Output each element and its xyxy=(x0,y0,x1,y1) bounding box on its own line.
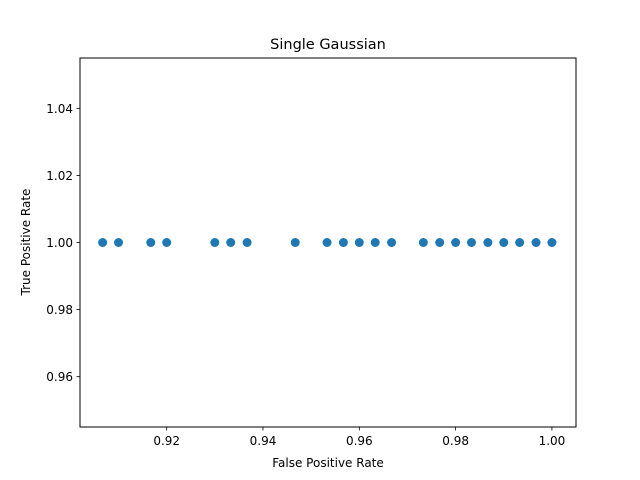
scatter-point xyxy=(467,238,476,247)
scatter-point xyxy=(290,238,300,247)
x-tick-label: 0.98 xyxy=(442,434,469,448)
x-tick-label: 0.94 xyxy=(250,434,277,448)
scatter-point xyxy=(547,238,557,247)
scatter-point xyxy=(338,238,348,247)
x-axis-title: False Positive Rate xyxy=(272,456,384,470)
scatter-point xyxy=(418,238,428,247)
chart-title: Single Gaussian xyxy=(270,37,386,53)
scatter-point xyxy=(322,238,332,247)
scatter-point xyxy=(435,238,445,247)
scatter-point xyxy=(210,238,220,247)
scatter-point xyxy=(162,238,172,247)
x-tick-label: 1.00 xyxy=(539,434,566,448)
scatter-point xyxy=(354,238,364,247)
scatter-point xyxy=(499,238,509,247)
scatter-point xyxy=(146,238,156,247)
scatter-point xyxy=(387,238,397,247)
scatter-point xyxy=(515,238,525,247)
scatter-point xyxy=(242,238,252,247)
x-tick-label: 0.92 xyxy=(153,434,180,448)
plot-area-frame xyxy=(79,57,577,428)
x-axis-ticks: 0.92 0.94 0.96 0.98 1.00 xyxy=(153,427,565,448)
y-tick-label: 1.04 xyxy=(46,102,73,116)
scatter-point xyxy=(531,238,541,247)
y-tick-label: 1.00 xyxy=(46,236,73,250)
y-axis-ticks: 0.96 0.98 1.00 1.02 1.04 xyxy=(46,102,80,384)
scatter-point xyxy=(114,238,124,247)
scatter-point xyxy=(451,238,461,247)
y-tick-label: 1.02 xyxy=(46,169,73,183)
scatter-point xyxy=(98,238,108,247)
data-points xyxy=(98,238,557,247)
x-tick-label: 0.96 xyxy=(346,434,373,448)
y-axis-title: True Positive Rate xyxy=(19,189,33,297)
y-tick-label: 0.96 xyxy=(46,370,73,384)
scatter-point xyxy=(483,238,493,247)
scatter-point xyxy=(370,238,380,247)
scatter-point xyxy=(226,238,236,247)
y-tick-label: 0.98 xyxy=(46,303,73,317)
